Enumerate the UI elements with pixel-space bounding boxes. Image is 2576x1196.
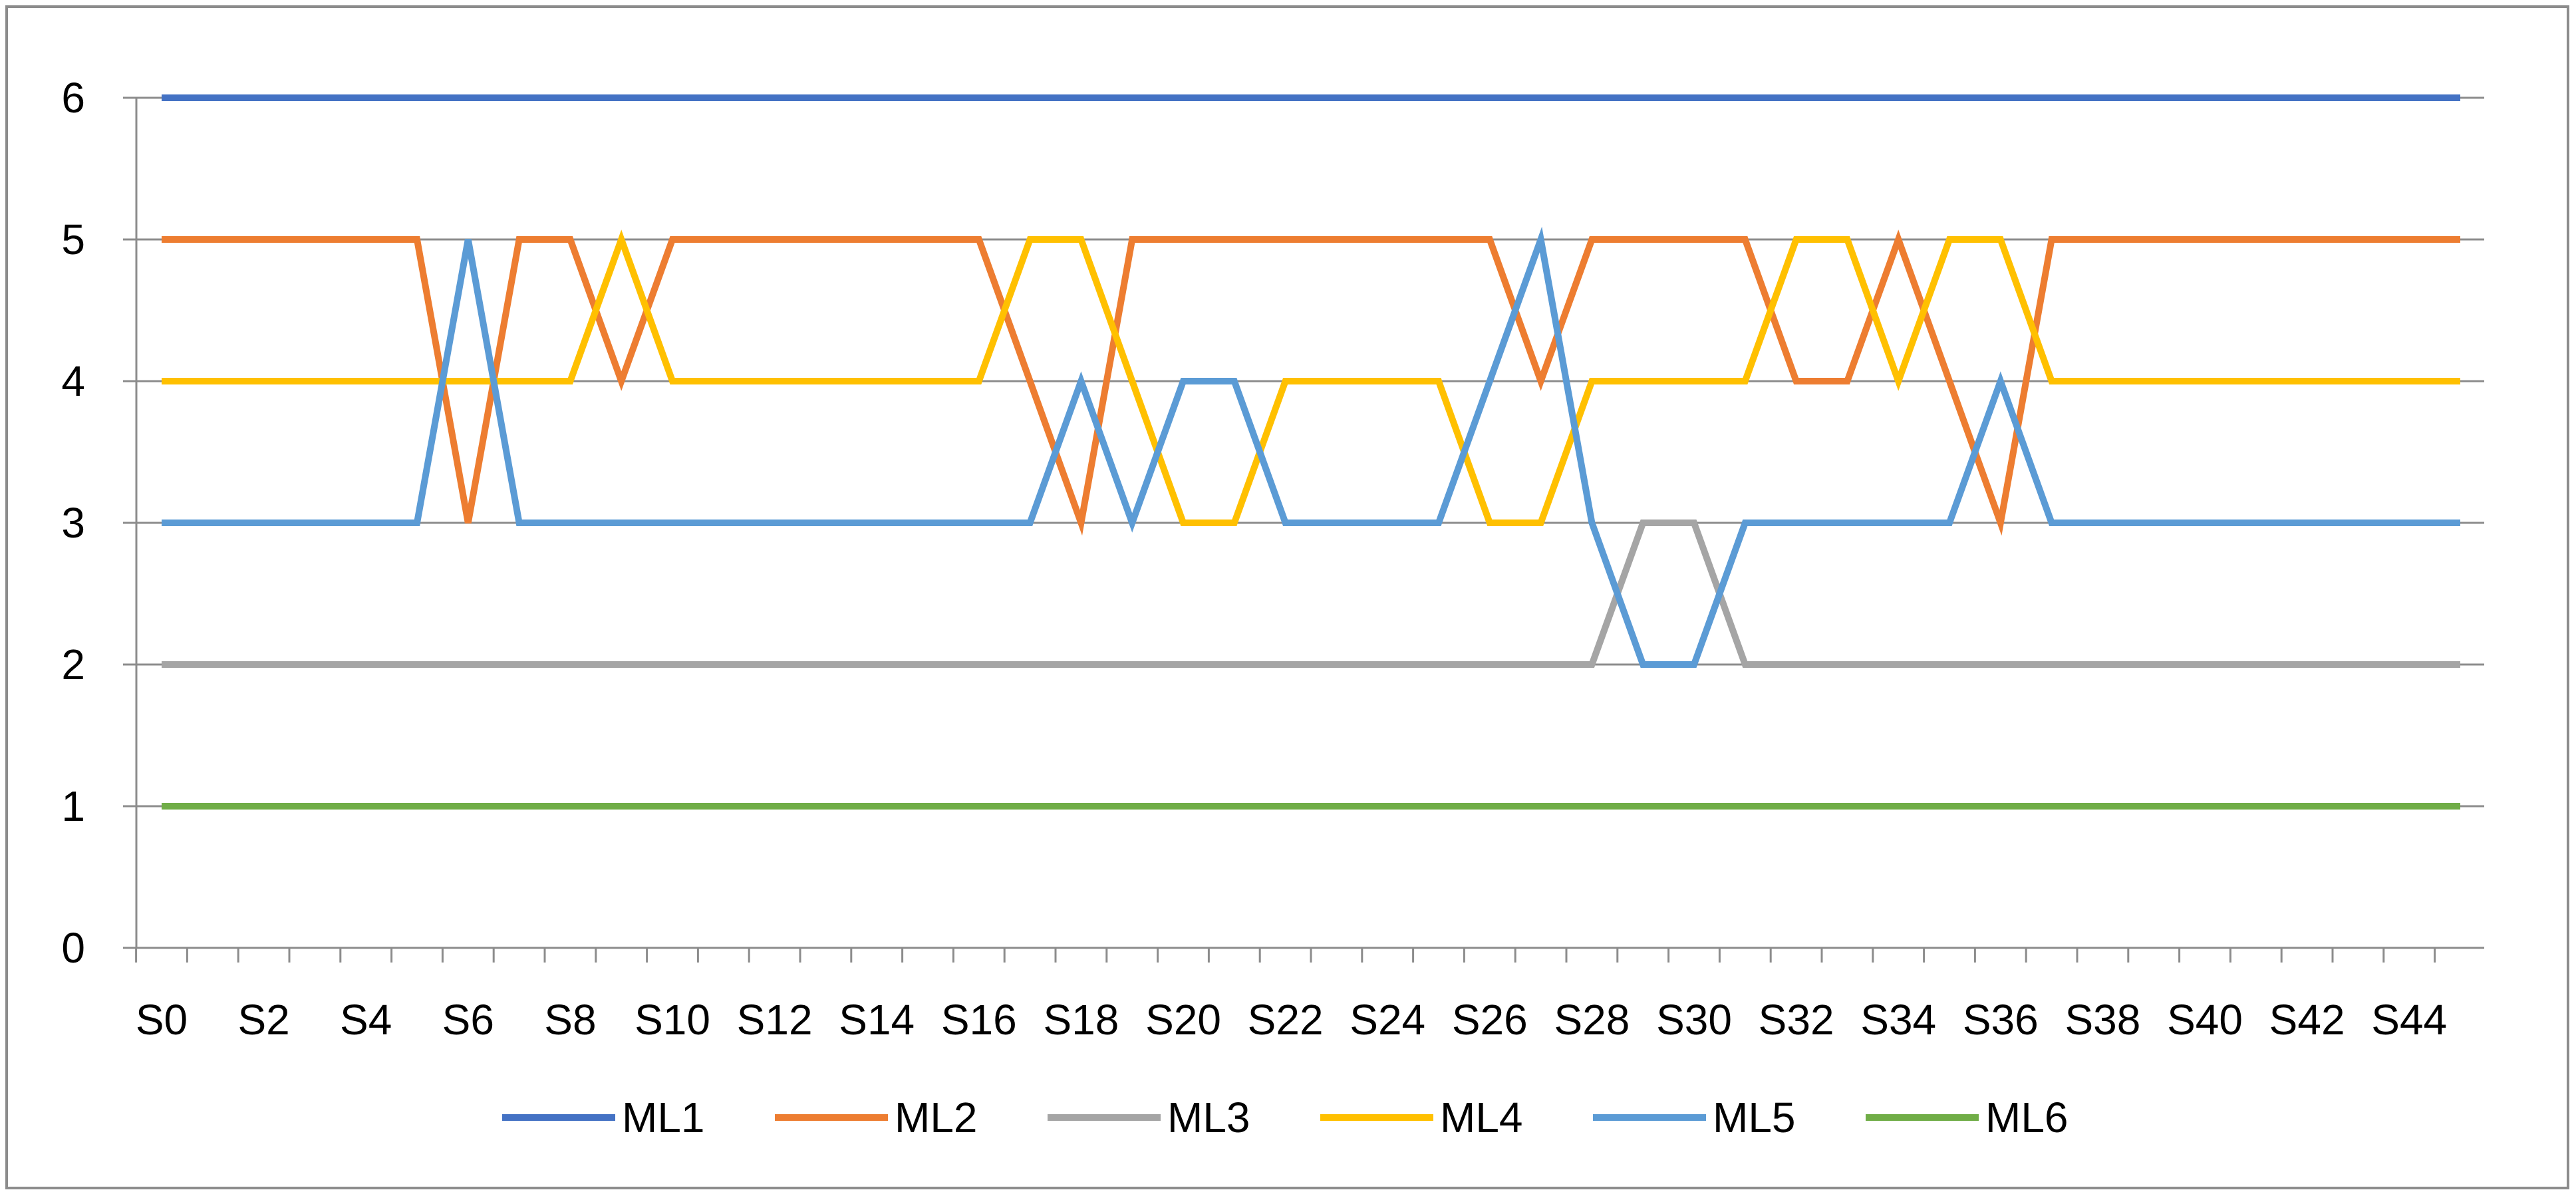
x-tick-label: S24 [1350,996,1425,1044]
y-tick-label: 1 [61,782,85,830]
x-tick-label: S40 [2167,996,2243,1044]
y-tick-label: 0 [61,924,85,972]
x-tick-label: S2 [237,996,289,1044]
x-tick-label: S26 [1452,996,1528,1044]
gridlines [136,96,2484,808]
legend: ML1 ML2 ML3 ML4 ML5 ML6 [502,1094,2069,1141]
x-tick-label: S30 [1656,996,1732,1044]
legend-label-ml4: ML4 [1440,1094,1523,1141]
x-tick-label: S42 [2269,996,2345,1044]
x-tick-label: S32 [1759,996,1834,1044]
x-tick-label: S6 [442,996,494,1044]
series-line-ml3 [162,520,2460,668]
x-tick-label: S22 [1248,996,1324,1044]
x-tick-label: S4 [340,996,392,1044]
y-tick-label: 4 [61,357,85,405]
x-tick-label: S34 [1860,996,1936,1044]
x-tick-label: S14 [839,996,915,1044]
x-tick-label: S8 [544,996,596,1044]
x-tick-label: S12 [737,996,813,1044]
legend-label-ml5: ML5 [1713,1094,1796,1141]
y-tick-label: 5 [61,216,85,263]
legend-label-ml2: ML2 [895,1094,978,1141]
chart-frame [5,5,2569,1189]
y-tick-label: 2 [61,641,85,688]
legend-label-ml6: ML6 [1985,1094,2069,1141]
y-tick-label: 6 [61,74,85,122]
series-line-ml4 [162,229,2460,526]
x-tick-label: S38 [2065,996,2140,1044]
series-line-ml2 [162,229,2460,536]
series-lines [162,94,2460,810]
x-tick-label: S44 [2371,996,2447,1044]
y-tick-label: 3 [61,499,85,547]
series-line-ml5 [162,226,2460,668]
x-tick-label: S18 [1043,996,1119,1044]
x-tick-label: S16 [941,996,1017,1044]
x-tick-label: S28 [1554,996,1630,1044]
x-tick-label: S36 [1963,996,2039,1044]
axes: 0 1 2 3 4 5 6 S0 S2 S4 S6 S8 S10 S12 S14 S16 S18 S20 S22 S2… [61,74,2484,1044]
x-tick-label: S20 [1145,996,1221,1044]
x-tick-label: S10 [635,996,710,1044]
legend-label-ml3: ML3 [1167,1094,1250,1141]
legend-label-ml1: ML1 [622,1094,705,1141]
x-tick-label: S0 [136,996,188,1044]
